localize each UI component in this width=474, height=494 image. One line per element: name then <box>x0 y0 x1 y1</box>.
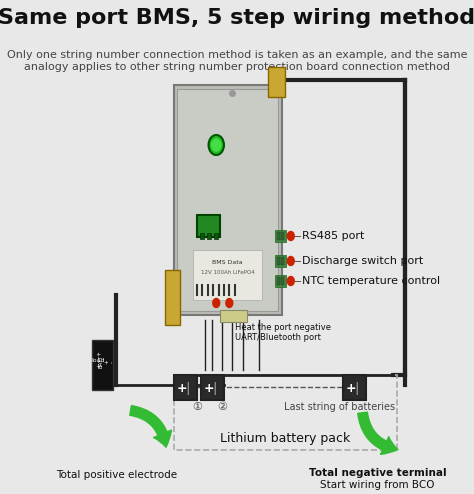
Text: Lithium battery pack: Lithium battery pack <box>220 432 351 445</box>
Text: UART/Bluetooth port: UART/Bluetooth port <box>236 333 321 342</box>
Text: ①: ① <box>192 402 202 412</box>
Bar <box>281 257 284 265</box>
Circle shape <box>209 135 224 155</box>
Circle shape <box>226 298 233 307</box>
Bar <box>277 277 280 285</box>
Circle shape <box>212 139 221 151</box>
Bar <box>268 67 285 97</box>
Text: +: + <box>346 381 356 395</box>
Bar <box>275 275 286 287</box>
Text: Discharge switch port: Discharge switch port <box>301 256 423 266</box>
FancyArrowPatch shape <box>358 412 398 454</box>
Bar <box>343 375 366 400</box>
Bar <box>165 270 180 325</box>
Text: ②: ② <box>218 402 228 412</box>
Bar <box>174 375 397 450</box>
Text: Total negative terminal: Total negative terminal <box>309 468 447 478</box>
Text: Total positive electrode: Total positive electrode <box>56 470 177 480</box>
Text: +
load
+: + load + <box>91 352 105 369</box>
Text: Same port BMS, 5 step wiring method: Same port BMS, 5 step wiring method <box>0 8 474 28</box>
Bar <box>214 233 218 239</box>
Text: |: | <box>185 381 190 395</box>
Text: +: + <box>203 381 214 395</box>
Text: |: | <box>212 381 217 395</box>
Bar <box>275 230 286 242</box>
Bar <box>177 89 279 311</box>
Text: NTC temperature control: NTC temperature control <box>301 276 440 286</box>
Circle shape <box>287 277 294 286</box>
FancyArrowPatch shape <box>130 406 172 447</box>
Bar <box>201 375 224 400</box>
Bar <box>193 250 262 300</box>
Bar <box>275 255 286 267</box>
Text: Heat the port negative: Heat the port negative <box>236 323 331 332</box>
Bar <box>174 375 197 400</box>
Text: Last string of batteries: Last string of batteries <box>283 402 395 412</box>
Text: BMS Data: BMS Data <box>212 260 243 265</box>
Text: Only one string number connection method is taken as an example, and the same: Only one string number connection method… <box>7 50 467 60</box>
Circle shape <box>287 232 294 241</box>
Bar <box>197 215 220 237</box>
Circle shape <box>287 256 294 265</box>
Bar <box>281 277 284 285</box>
Text: 12V 100Ah LiFePO4: 12V 100Ah LiFePO4 <box>201 270 255 275</box>
Circle shape <box>213 298 220 307</box>
Bar <box>220 310 247 322</box>
Bar <box>200 233 204 239</box>
Bar <box>174 85 282 315</box>
Text: RS485 port: RS485 port <box>301 231 364 241</box>
Text: analogy applies to other string number protection board connection method: analogy applies to other string number p… <box>24 62 450 72</box>
Bar <box>277 257 280 265</box>
Bar <box>281 232 284 240</box>
Text: Start wiring from BCO: Start wiring from BCO <box>320 480 435 490</box>
Bar <box>92 340 113 390</box>
Text: |: | <box>355 381 359 395</box>
Bar <box>207 233 211 239</box>
Bar <box>277 232 280 240</box>
Text: BATT
+
-: BATT + - <box>99 355 116 369</box>
Text: +: + <box>176 381 187 395</box>
